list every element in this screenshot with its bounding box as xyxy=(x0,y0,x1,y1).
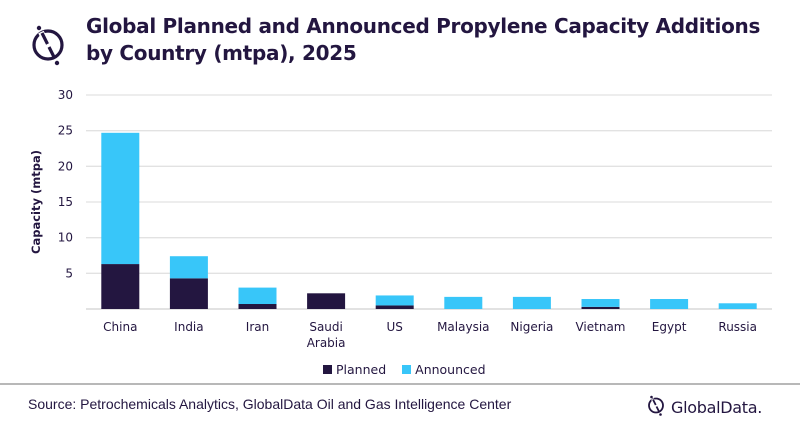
y-axis-ticks: 5 10 15 20 25 30 xyxy=(58,88,73,280)
y-tick-label: 10 xyxy=(58,231,73,245)
x-tick-label: US xyxy=(386,320,402,334)
y-tick-label: 5 xyxy=(65,266,73,280)
legend-swatch-planned xyxy=(323,365,332,374)
x-tick-label-line: Nigeria xyxy=(510,320,553,334)
x-tick-label: Russia xyxy=(718,320,757,334)
footer-divider xyxy=(0,383,800,385)
chart-title-line-2: by Country (mtpa), 2025 xyxy=(86,41,357,65)
x-tick-label-line: US xyxy=(386,320,402,334)
x-tick-label-line: Saudi xyxy=(309,320,343,334)
x-tick-label: Egypt xyxy=(652,320,687,334)
bars xyxy=(101,132,757,309)
x-tick-label: Malaysia xyxy=(437,320,489,334)
bar-announced-china xyxy=(101,132,140,265)
y-axis-label: Capacity (mtpa) xyxy=(29,150,43,254)
bar-announced-iran xyxy=(238,287,277,305)
x-axis-ticks: China India Iran Saudi Arabia US Malaysia Niger… xyxy=(103,320,757,350)
legend: Planned Announced xyxy=(323,362,486,377)
bar-planned-iran xyxy=(238,304,277,309)
source-note: Source: Petrochemicals Analytics, Global… xyxy=(28,396,512,412)
x-tick-label-line: Malaysia xyxy=(437,320,489,334)
legend-label-announced: Announced xyxy=(415,362,486,377)
x-tick-label-line: Russia xyxy=(718,320,757,334)
y-tick-label: 30 xyxy=(58,88,73,102)
bar-planned-vietnam xyxy=(581,306,620,309)
x-tick-label-line: Iran xyxy=(246,320,269,334)
x-tick-label: Iran xyxy=(246,320,269,334)
x-tick-label: China xyxy=(103,320,137,334)
bar-planned-us xyxy=(375,305,414,309)
legend-item-planned: Planned xyxy=(323,362,386,377)
bar-announced-india xyxy=(169,256,208,279)
legend-item-announced: Announced xyxy=(402,362,486,377)
x-tick-label: Nigeria xyxy=(510,320,553,334)
y-tick-label: 15 xyxy=(58,195,73,209)
bar-announced-malaysia xyxy=(444,296,483,309)
bar-announced-russia xyxy=(718,303,757,309)
globaldata-logo-icon xyxy=(645,392,667,423)
x-tick-label-line: Egypt xyxy=(652,320,687,334)
x-tick-label-line: Vietnam xyxy=(575,320,625,334)
x-tick-label: Vietnam xyxy=(575,320,625,334)
bar-chart: 5 10 15 20 25 30 Capacity (mtpa) China India Ir… xyxy=(29,88,772,350)
bar-planned-china xyxy=(101,264,140,309)
brand-logo: GlobalData. xyxy=(645,392,762,423)
x-tick-label: Saudi Arabia xyxy=(307,320,346,350)
bar-announced-nigeria xyxy=(512,296,551,309)
x-tick-label-line: India xyxy=(174,320,203,334)
legend-label-planned: Planned xyxy=(336,362,387,377)
bar-announced-egypt xyxy=(650,299,689,309)
x-tick-label-line: Arabia xyxy=(307,336,346,350)
bar-planned-india xyxy=(169,278,208,309)
chart-title: Global Planned and Announced Propylene C… xyxy=(86,13,760,67)
globaldata-logo-icon xyxy=(26,20,70,68)
bar-announced-us xyxy=(375,295,414,306)
bar-planned-saudi-arabia xyxy=(307,293,346,309)
x-tick-label: India xyxy=(174,320,203,334)
x-tick-label-line: China xyxy=(103,320,137,334)
chart-title-line-1: Global Planned and Announced Propylene C… xyxy=(86,14,761,38)
y-tick-label: 20 xyxy=(58,159,73,173)
legend-swatch-announced xyxy=(402,365,412,374)
bar-announced-vietnam xyxy=(581,299,620,307)
brand-name: GlobalData. xyxy=(671,398,763,417)
y-tick-label: 25 xyxy=(58,124,73,138)
